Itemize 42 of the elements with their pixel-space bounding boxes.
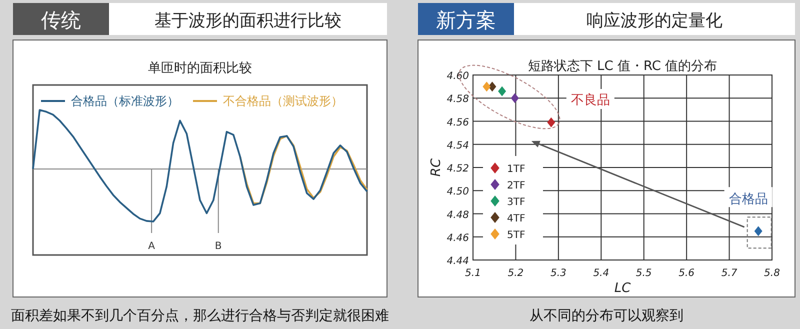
x-tick-label: 5.1 <box>465 268 481 279</box>
y-axis-title: RC <box>429 158 444 177</box>
x-tick-label: 5.8 <box>764 268 780 279</box>
y-tick-label: 4.56 <box>446 117 469 128</box>
y-tick-label: 4.48 <box>446 210 469 221</box>
text: A <box>148 241 156 252</box>
point <box>547 117 556 128</box>
y-tick-label: 4.58 <box>446 94 469 106</box>
x-tick-label: 5.7 <box>721 268 738 279</box>
text: 基于波形的面积进行比较 <box>154 11 342 31</box>
x-tick-label: 5.2 <box>508 268 524 279</box>
x-tick-label: 5.3 <box>550 268 566 279</box>
point <box>482 82 491 92</box>
legend-label: 4TF <box>507 214 526 224</box>
point <box>498 86 506 96</box>
text: 从不同的分布可以观察到 <box>530 308 684 324</box>
y-tick-label: 4.44 <box>446 256 469 267</box>
text: 响应波形的定量化 <box>586 11 722 31</box>
x-tick-label: 5.6 <box>678 268 695 279</box>
legend-label: 合格品（标准波形） <box>71 94 179 108</box>
chart-title: 短路状态下 LC 值・RC 值的分布 <box>528 59 718 74</box>
legend-label: 2TF <box>507 180 526 192</box>
legend-label: 5TF <box>507 230 526 241</box>
y-tick-label: 4.50 <box>446 186 469 198</box>
legend-label: 1TF <box>507 164 526 175</box>
y-tick-label: 4.46 <box>446 232 469 244</box>
y-tick-label: 4.60 <box>446 71 469 82</box>
x-tick-label: 5.4 <box>593 268 610 279</box>
text: 面积差如果不到几个百分点，那么进行合格与否判定就很困难 <box>11 308 389 324</box>
legend-label: 3TF <box>507 197 526 208</box>
point <box>510 93 519 104</box>
chart-title: 单匝时的面积比较 <box>148 61 252 76</box>
text: 传统 <box>41 8 81 32</box>
x-tick-label: 5.5 <box>636 268 652 279</box>
annotation: 不良品 <box>570 93 610 108</box>
annotation: 合格品 <box>728 192 768 208</box>
text: 新方案 <box>436 8 496 32</box>
legend-label: 不合格品（测试波形） <box>223 94 343 108</box>
y-tick-label: 4.52 <box>446 164 469 174</box>
x-axis-title: LC <box>614 281 632 296</box>
text: B <box>214 241 222 252</box>
y-tick-label: 4.54 <box>446 140 469 152</box>
